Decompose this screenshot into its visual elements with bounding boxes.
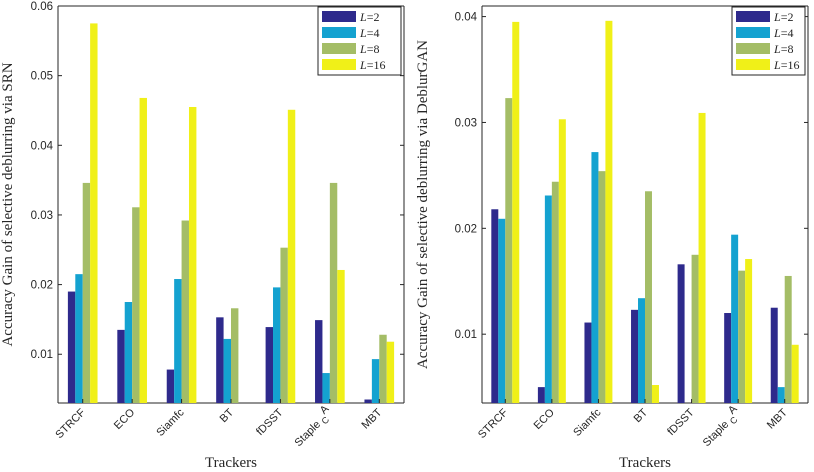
bar-eco-l2: [117, 329, 125, 403]
legend-label: L=16: [359, 58, 385, 72]
bar-siamfc-l16: [188, 106, 197, 404]
legend-swatch: [322, 11, 356, 22]
bar-eco-l2: [537, 387, 545, 403]
bar-fdsst-l16: [287, 109, 296, 403]
bar-mbt-l2: [770, 307, 778, 403]
bar-siamfc-l4: [591, 152, 599, 403]
legend-label: L=4: [773, 26, 793, 40]
bar-eco-l16: [558, 119, 566, 403]
bar-strcf-l8: [82, 182, 91, 403]
legend-label: L=2: [359, 10, 379, 24]
bar-bt-l16: [651, 385, 659, 403]
legend-label: L=8: [773, 42, 793, 56]
bar-strcf-l4: [75, 274, 83, 403]
y-tick-label: 0.04: [455, 12, 478, 24]
y-tick-label: 0.02: [455, 223, 477, 235]
bar-staple-ca-l2: [724, 313, 732, 403]
bar-strcf-l8: [505, 98, 513, 403]
legend-label: L=8: [359, 42, 379, 56]
bar-staple-ca-l4: [322, 373, 330, 403]
y-tick-label: 0.03: [31, 210, 53, 222]
y-tick-label: 0.01: [455, 329, 477, 341]
bar-siamfc-l2: [166, 369, 175, 403]
bar-strcf-l16: [512, 21, 520, 403]
legend-swatch: [322, 59, 356, 70]
bar-mbt-l16: [791, 344, 799, 403]
bar-siamfc-l4: [174, 279, 182, 403]
y-axis-title: Accuracy Gain of selective deblurring vi…: [415, 40, 431, 369]
bar-fdsst-l16: [698, 112, 706, 404]
bar-bt-l8: [645, 191, 652, 403]
bar-mbt-l8: [379, 334, 387, 403]
bar-eco-l8: [132, 207, 140, 403]
bar-siamfc-l16: [605, 20, 613, 404]
bar-fdsst-l8: [280, 247, 288, 403]
bar-mbt-l16: [386, 341, 395, 403]
legend-swatch: [736, 43, 770, 54]
legend-label: L=16: [773, 58, 799, 72]
bar-mbt-l2: [364, 399, 372, 403]
bar-eco-l16: [139, 97, 147, 404]
legend-label: L=2: [773, 10, 793, 24]
bar-strcf-l2: [67, 291, 76, 403]
bar-staple-ca-l16: [337, 269, 345, 403]
bar-bt-l2: [631, 309, 639, 403]
y-tick-label: 0.06: [31, 1, 53, 13]
bar-siamfc-l8: [598, 171, 606, 403]
bar-eco-l4: [544, 195, 552, 403]
bar-staple-ca-l8: [329, 182, 338, 403]
legend-swatch: [322, 43, 356, 54]
bar-strcf-l4: [498, 218, 506, 403]
y-tick-label: 0.01: [31, 349, 53, 361]
bar-fdsst-l2: [265, 327, 274, 403]
bar-fdsst-l2: [677, 264, 685, 403]
bar-siamfc-l8: [181, 220, 189, 403]
bar-mbt-l4: [777, 387, 785, 403]
bar-staple-ca-l8: [738, 270, 746, 403]
bar-strcf-l16: [90, 23, 98, 403]
bar-bt-l8: [231, 308, 239, 403]
bar-eco-l8: [551, 181, 559, 403]
bar-mbt-l8: [784, 275, 792, 403]
bar-fdsst-l8: [691, 254, 699, 403]
bar-staple-ca-l4: [731, 234, 739, 403]
bar-staple-ca-l2: [315, 320, 323, 403]
bar-strcf-l2: [491, 209, 499, 403]
y-tick-label: 0.04: [31, 140, 54, 152]
y-axis-title: Accuracy Gain of selective deblurring vi…: [0, 62, 16, 346]
bar-bt-l4: [638, 298, 645, 403]
legend-swatch: [322, 27, 356, 38]
legend-swatch: [736, 59, 770, 70]
bar-bt-l4: [223, 338, 231, 403]
bar-eco-l4: [124, 302, 133, 403]
x-axis-title: Trackers: [205, 455, 257, 471]
legend-label: L=4: [359, 26, 379, 40]
bar-mbt-l4: [371, 359, 380, 403]
legend-swatch: [736, 27, 770, 38]
y-tick-label: 0.02: [31, 280, 53, 292]
y-tick-label: 0.03: [455, 117, 477, 129]
bar-staple-ca-l16: [745, 259, 753, 403]
bar-siamfc-l2: [584, 322, 592, 403]
x-axis-title: Trackers: [619, 455, 671, 471]
y-tick-label: 0.05: [31, 71, 53, 83]
bar-fdsst-l4: [273, 287, 281, 403]
bar-bt-l2: [216, 317, 224, 403]
legend-swatch: [736, 11, 770, 22]
